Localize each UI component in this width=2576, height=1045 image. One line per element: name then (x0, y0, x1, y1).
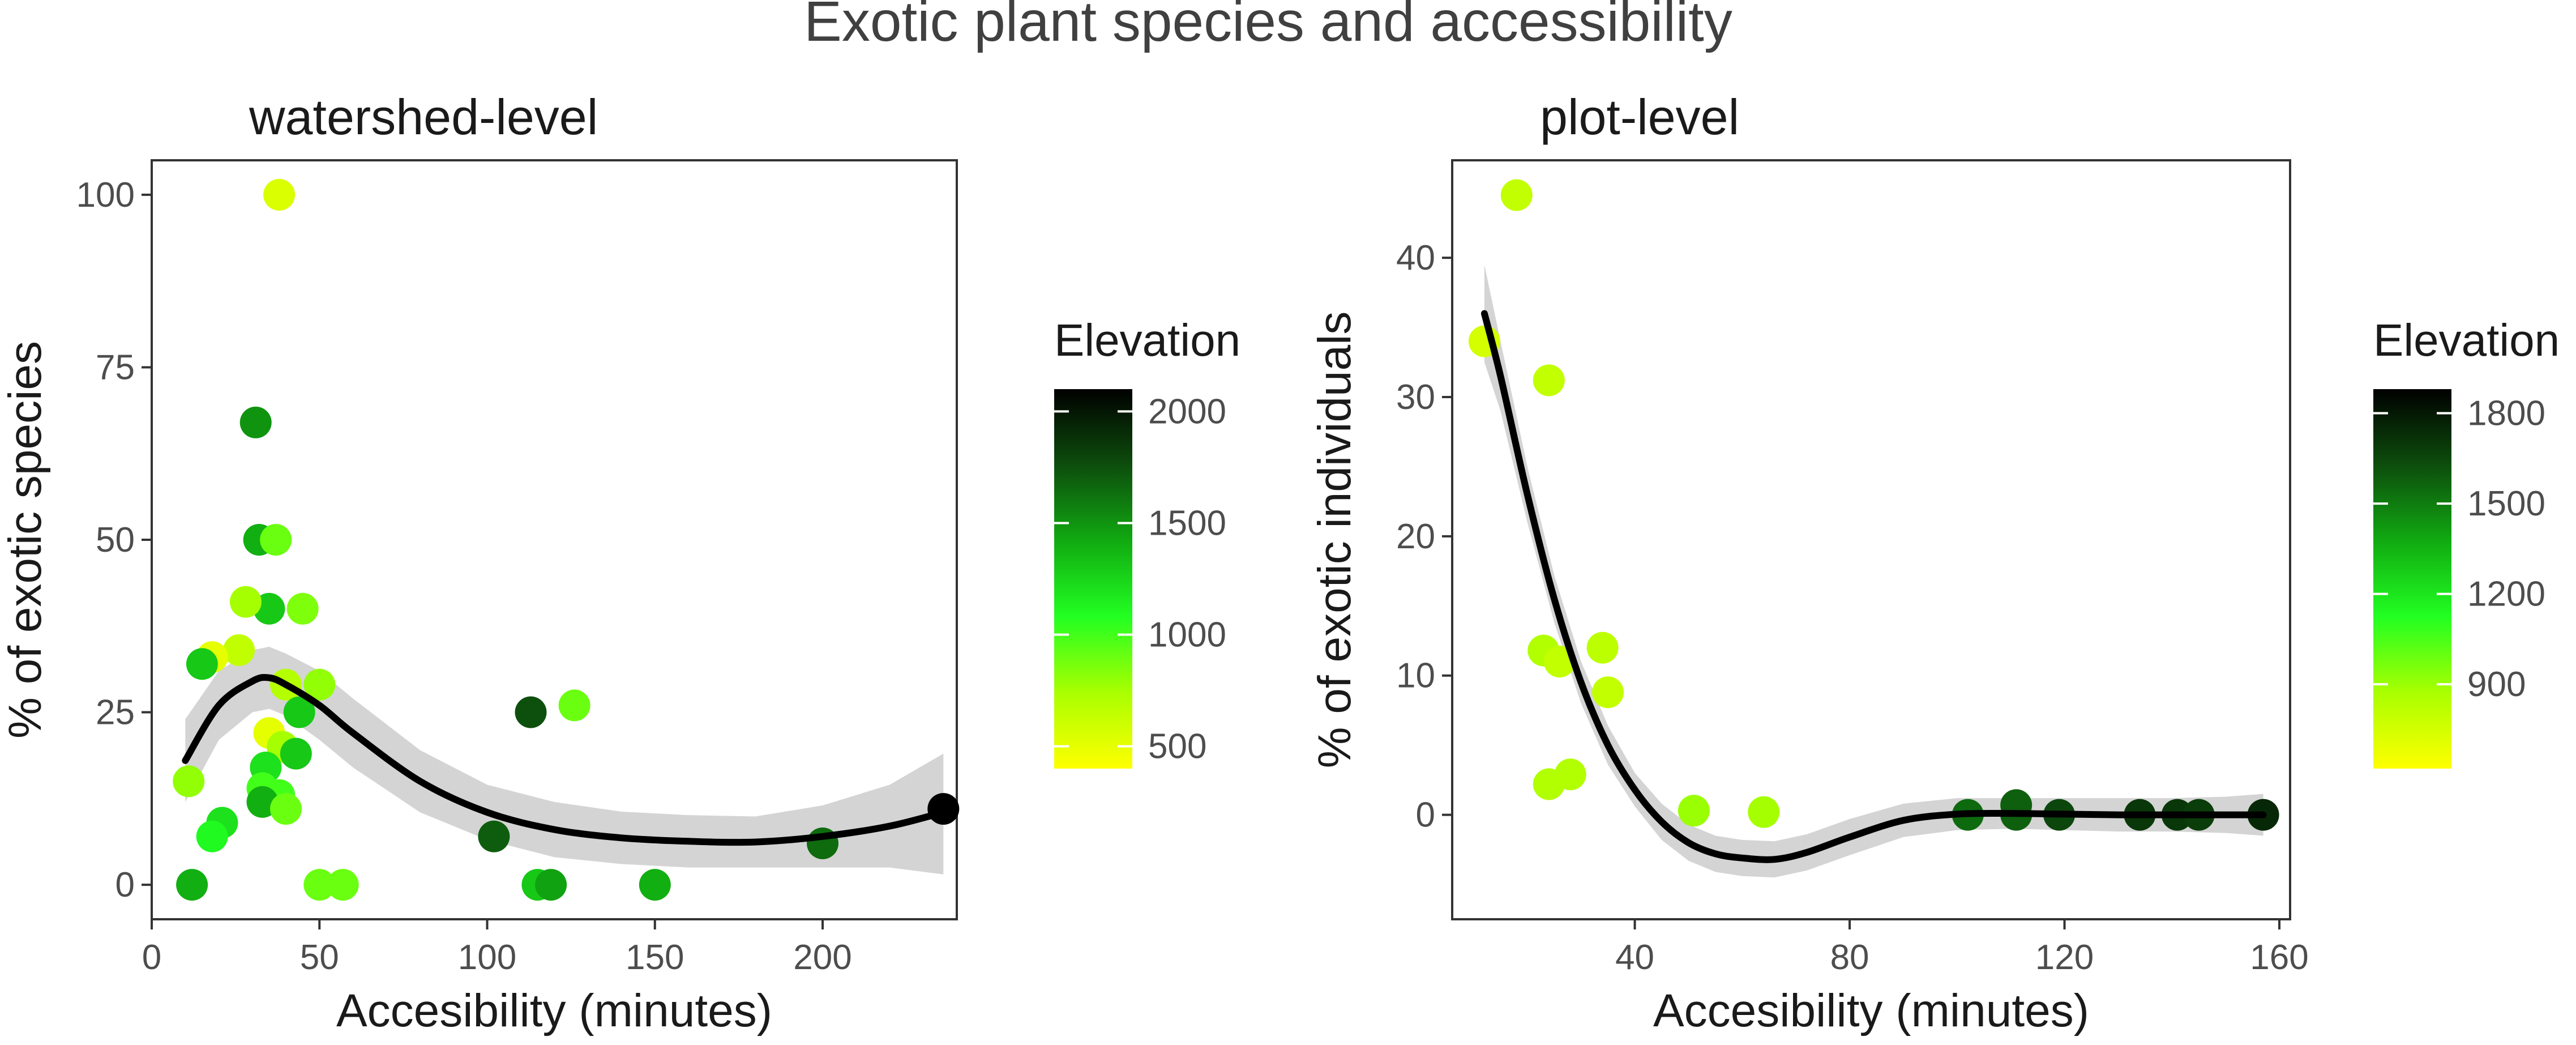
watershed-x-tick-label: 0 (142, 938, 161, 977)
watershed-point (229, 586, 262, 618)
watershed-panel-title: watershed-level (249, 89, 598, 145)
watershed-point (303, 869, 336, 901)
watershed-y-tick-label: 100 (76, 176, 135, 215)
watershed-x-axis-label: Accesibility (minutes) (336, 985, 772, 1037)
plot-level-smooth-line (1480, 310, 2267, 863)
watershed-y-tick-label: 25 (96, 693, 135, 732)
plot-level-x-tick-label: 120 (2035, 938, 2094, 977)
watershed-point (176, 869, 208, 901)
watershed-y-tick-label: 50 (96, 521, 135, 560)
watershed-colorbar-tick-label: 1000 (1148, 616, 1226, 655)
plot-level-colorbar-tick-label: 1500 (2467, 484, 2545, 523)
plot-level-colorbar-tick-label: 1200 (2467, 575, 2545, 614)
plot-level-point (1748, 796, 1780, 828)
watershed-point (223, 634, 255, 666)
plot-level-point (1592, 676, 1624, 709)
plot-level-y-tick-label: 30 (1396, 378, 1435, 417)
watershed-point (263, 178, 296, 211)
watershed-point (927, 793, 960, 825)
plot-level-colorbar-tick-label: 1800 (2467, 394, 2545, 433)
watershed-point (173, 765, 205, 797)
watershed-point (260, 524, 292, 556)
watershed-points (173, 178, 960, 901)
watershed-point (239, 406, 272, 438)
plot-level-y-tick-label: 0 (1416, 796, 1435, 835)
plot-level-x-tick-label: 160 (2250, 938, 2308, 977)
plot-level-x-axis-label: Accesibility (minutes) (1653, 985, 2089, 1037)
watershed-x-axis: 0 50 100 150 200 (142, 919, 852, 977)
watershed-point (535, 869, 567, 901)
plot-level-colorbar-gradient (2373, 389, 2451, 769)
plot-level-colorbar-title: Elevation (2373, 315, 2560, 365)
plot-level-point (1586, 632, 1619, 664)
watershed-smooth-line (182, 673, 947, 846)
plot-level-point (1500, 179, 1533, 211)
watershed-y-tick-label: 75 (96, 348, 135, 387)
watershed-point (280, 737, 312, 770)
watershed-y-tick-label: 0 (115, 865, 135, 905)
watershed-y-axis: 0 25 50 75 100 (76, 176, 152, 905)
plot-level-x-tick-label: 40 (1615, 938, 1654, 977)
watershed-point (327, 869, 359, 901)
watershed-x-tick-label: 100 (458, 938, 516, 977)
watershed-colorbar-gradient (1054, 389, 1132, 769)
plot-level-point (1554, 758, 1586, 791)
plot-level-y-tick-label: 40 (1396, 238, 1435, 278)
watershed-colorbar-tick-label: 500 (1148, 727, 1206, 766)
plot-level-x-axis: 40 80 120 160 (1615, 919, 2309, 977)
watershed-point (303, 668, 336, 701)
watershed-colorbar-tick-label: 1500 (1148, 504, 1226, 543)
watershed-point (639, 869, 671, 901)
watershed-point (283, 696, 315, 728)
watershed-colorbar-tick-label: 2000 (1148, 392, 1226, 431)
plot-level-x-tick-label: 80 (1830, 938, 1869, 977)
plot-level-plot-area (1451, 159, 2291, 920)
plot-level-y-tick-label: 10 (1396, 656, 1435, 696)
watershed-point (558, 689, 590, 722)
watershed-point (515, 696, 547, 728)
figure-title: Exotic plant species and accessibility (804, 0, 1732, 53)
plot-level-colorbar-tick-label: 900 (2467, 665, 2526, 704)
watershed-panel: watershed-level 0 50 100 150 200 0255075100 … (0, 89, 1240, 1037)
watershed-point (186, 648, 218, 680)
plot-level-point (1678, 795, 1710, 827)
plot-level-y-tick-label: 20 (1396, 517, 1435, 556)
watershed-point (286, 592, 319, 625)
watershed-x-tick-label: 200 (793, 938, 851, 977)
watershed-point (196, 820, 228, 852)
watershed-colorbar: Elevation 500 1000 1500 2000 (1054, 315, 1240, 769)
plot-level-y-axis-label: % of exotic individuals (1309, 312, 1360, 769)
watershed-colorbar-ticks: 500 1000 1500 2000 (1054, 392, 1226, 766)
watershed-confidence-band (185, 646, 944, 875)
watershed-point (270, 793, 302, 825)
plot-level-colorbar-ticks: 900 1200 1500 1800 (2373, 394, 2545, 704)
plot-level-panel-title: plot-level (1540, 89, 1739, 145)
plot-level-colorbar: Elevation 900 1200 1500 1800 (2373, 315, 2560, 769)
watershed-y-axis-label: % of exotic species (0, 341, 51, 739)
plot-level-y-axis: 0 10 20 30 40 (1396, 238, 1452, 835)
plot-level-point (1533, 364, 1565, 396)
watershed-point (478, 820, 510, 852)
plot-level-panel: plot-level 40 80 120 160 0 10 20 30 40 Accesibi… (1309, 89, 2560, 1037)
watershed-x-tick-label: 150 (626, 938, 684, 977)
watershed-colorbar-title: Elevation (1054, 315, 1240, 365)
watershed-x-tick-label: 50 (300, 938, 339, 977)
